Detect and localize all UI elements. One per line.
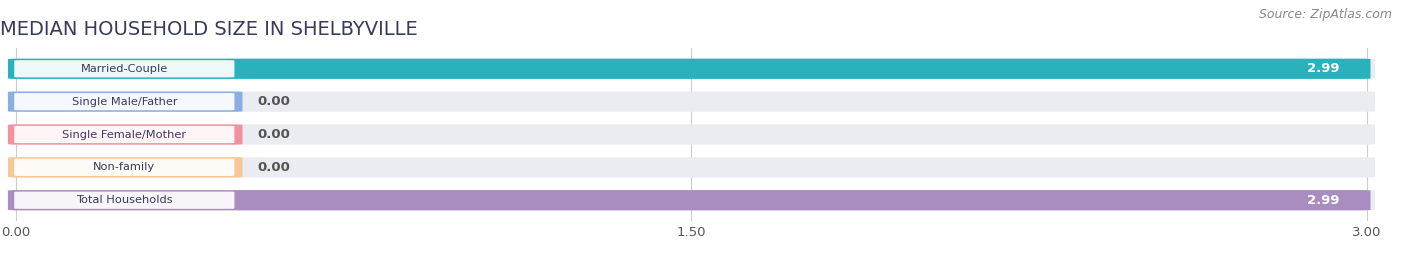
FancyBboxPatch shape (8, 124, 242, 145)
FancyBboxPatch shape (14, 192, 235, 209)
FancyBboxPatch shape (8, 59, 1375, 79)
FancyBboxPatch shape (8, 190, 1375, 210)
FancyBboxPatch shape (14, 60, 235, 77)
Text: Single Female/Mother: Single Female/Mother (62, 129, 187, 140)
Text: 0.00: 0.00 (257, 95, 290, 108)
FancyBboxPatch shape (8, 91, 1375, 112)
Text: 0.00: 0.00 (257, 128, 290, 141)
Text: Source: ZipAtlas.com: Source: ZipAtlas.com (1258, 8, 1392, 21)
Text: Married-Couple: Married-Couple (80, 64, 167, 74)
FancyBboxPatch shape (8, 157, 242, 178)
Text: Total Households: Total Households (76, 195, 173, 205)
FancyBboxPatch shape (14, 93, 235, 110)
Text: Single Male/Father: Single Male/Father (72, 97, 177, 107)
FancyBboxPatch shape (8, 157, 1375, 178)
Text: 0.00: 0.00 (257, 161, 290, 174)
FancyBboxPatch shape (8, 124, 1375, 145)
FancyBboxPatch shape (8, 91, 242, 112)
FancyBboxPatch shape (8, 190, 1371, 210)
Text: Non-family: Non-family (93, 162, 156, 172)
Text: 2.99: 2.99 (1308, 194, 1340, 207)
Text: 2.99: 2.99 (1308, 62, 1340, 75)
FancyBboxPatch shape (8, 59, 1371, 79)
FancyBboxPatch shape (14, 159, 235, 176)
Text: MEDIAN HOUSEHOLD SIZE IN SHELBYVILLE: MEDIAN HOUSEHOLD SIZE IN SHELBYVILLE (0, 20, 418, 38)
FancyBboxPatch shape (14, 126, 235, 143)
